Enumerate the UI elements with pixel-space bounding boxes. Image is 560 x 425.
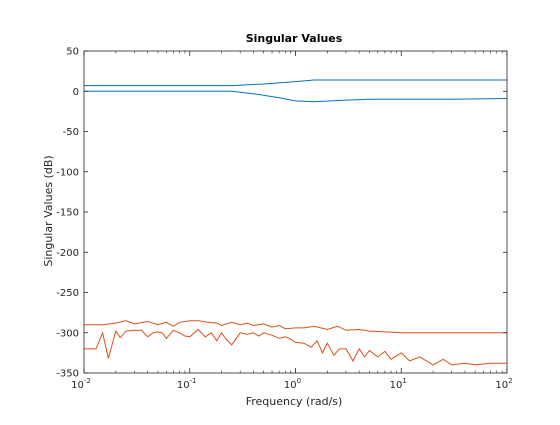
x-tick-label: 102 [495, 377, 512, 391]
x-tick-label-base: 10 [495, 380, 508, 391]
y-tick-label: -250 [56, 288, 79, 299]
y-tick-label: -50 [63, 127, 79, 138]
y-tick-label: -200 [56, 248, 79, 259]
y-tick-label: 0 [73, 87, 79, 98]
x-tick-label: 10-1 [177, 377, 197, 391]
plot-background [84, 51, 507, 373]
y-tick-label: -100 [56, 167, 79, 178]
x-tick-label-exponent: 0 [297, 377, 301, 385]
y-axis-label: Singular Values (dB) [42, 155, 55, 266]
series-line-3 [84, 320, 507, 334]
x-tick-label: 100 [284, 377, 301, 391]
series-line-2 [84, 90, 508, 103]
x-tick-label: 101 [390, 377, 407, 391]
plot-area [84, 51, 507, 373]
x-axis-label: Frequency (rad/s) [246, 395, 343, 408]
x-tick-label-base: 10 [390, 380, 403, 391]
x-tick-label: 10-2 [71, 377, 91, 391]
x-tick-label-base: 10 [177, 380, 190, 391]
x-tick-label-exponent: -1 [190, 377, 197, 385]
y-tick-label: -150 [56, 208, 79, 219]
series-layer [84, 79, 508, 366]
x-tick-label-exponent: 2 [508, 377, 512, 385]
series-line-1 [84, 79, 507, 87]
x-tick-label-exponent: -2 [84, 377, 91, 385]
y-tick-label: -300 [56, 328, 79, 339]
chart-title: Singular Values [246, 32, 343, 45]
series-line-4 [84, 328, 507, 366]
x-tick-label-base: 10 [284, 380, 297, 391]
y-tick-label: -350 [56, 369, 79, 380]
x-tick-label-base: 10 [71, 380, 84, 391]
x-tick-label-exponent: 1 [402, 377, 406, 385]
y-tick-label: 50 [66, 47, 79, 58]
